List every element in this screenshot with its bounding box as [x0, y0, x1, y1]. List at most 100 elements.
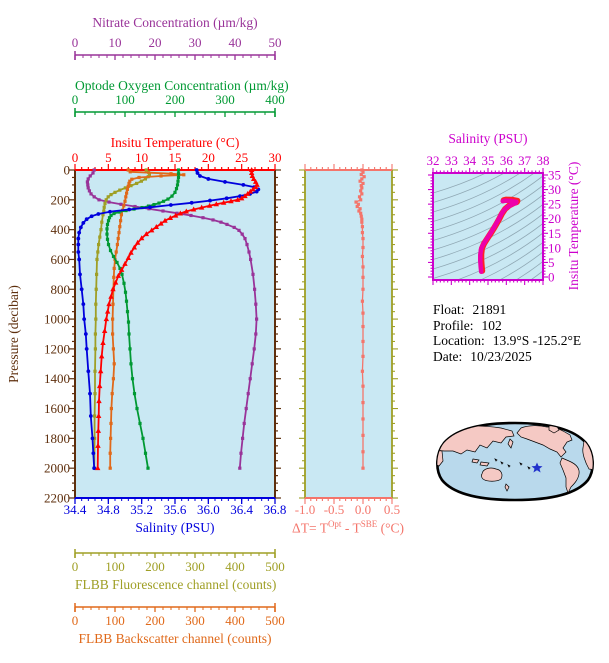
data-marker: [137, 175, 141, 180]
data-marker: [129, 362, 133, 366]
data-marker: [355, 204, 359, 209]
data-marker: [224, 196, 229, 201]
data-marker: [252, 347, 256, 351]
data-marker: [84, 347, 89, 351]
data-marker: [107, 200, 111, 204]
data-marker: [135, 406, 139, 411]
data-marker: [110, 392, 114, 396]
data-marker: [361, 433, 365, 437]
ts-salinity-tick-label: 35: [482, 153, 495, 168]
data-marker: [148, 205, 152, 210]
data-marker: [242, 421, 246, 426]
pressure-tick-label: 1200: [44, 341, 70, 356]
isopycnal-contour: [433, 173, 487, 194]
data-marker: [361, 339, 365, 344]
data-marker: [108, 293, 114, 299]
fluorescence-tick-label: 100: [105, 559, 125, 574]
data-marker: [359, 172, 363, 177]
data-marker: [360, 231, 365, 235]
data-marker: [241, 183, 246, 187]
data-marker: [124, 299, 129, 303]
data-marker: [175, 211, 179, 215]
data-marker: [105, 222, 110, 227]
data-marker: [105, 237, 110, 241]
data-marker: [167, 215, 174, 221]
data-marker: [93, 436, 97, 440]
data-marker: [194, 168, 199, 172]
data-marker: [77, 257, 82, 262]
data-marker: [250, 186, 256, 192]
isopycnal-contour: [529, 270, 543, 280]
float-info-line: Location: 13.9°S -125.2°E: [433, 333, 581, 349]
delta-t-axis-title: ΔT= TOpt - TSBE (°C): [278, 519, 418, 537]
ts-salinity-axis-title: Salinity (PSU): [448, 131, 528, 146]
pressure-tick-label: 2200: [44, 491, 70, 506]
data-marker: [97, 198, 101, 202]
data-marker: [115, 272, 122, 278]
temperature-tick-label: 20: [202, 150, 215, 165]
data-marker: [122, 260, 128, 266]
data-marker: [177, 210, 184, 216]
data-marker: [108, 248, 113, 253]
delta-t-label-part: ΔT= T: [292, 520, 328, 536]
data-marker: [109, 193, 113, 197]
data-marker: [115, 260, 119, 265]
ts-temperature-tick-label: 30: [548, 182, 561, 197]
float-value: 21891: [472, 302, 507, 317]
data-marker: [359, 184, 363, 188]
data-marker: [223, 180, 227, 184]
isopycnal-contour: [498, 251, 543, 280]
fluorescence-tick-label: 200: [145, 559, 165, 574]
data-marker: [234, 196, 241, 202]
data-marker: [176, 175, 181, 180]
data-marker: [123, 290, 128, 294]
data-marker: [361, 170, 365, 174]
data-marker: [110, 286, 116, 292]
data-marker: [242, 193, 248, 199]
data-marker: [109, 421, 113, 426]
data-marker: [127, 332, 131, 336]
data-marker: [361, 384, 365, 388]
data-marker: [361, 400, 365, 405]
data-marker: [95, 257, 99, 262]
data-marker: [206, 202, 213, 208]
oxygen-curve: [106, 169, 180, 470]
data-marker: [118, 266, 125, 272]
data-marker: [84, 217, 89, 222]
fluorescence-tick-label: 400: [225, 559, 245, 574]
data-marker: [159, 174, 163, 178]
data-marker: [88, 391, 92, 396]
isopycnal-contour: [515, 261, 543, 280]
data-marker: [252, 184, 259, 190]
fluorescence-tick-label: 500: [265, 559, 285, 574]
data-marker: [132, 392, 137, 396]
data-marker: [115, 242, 119, 247]
data-marker: [361, 275, 365, 279]
data-marker: [361, 324, 365, 329]
salinity-tick-label: 36.8: [264, 502, 287, 517]
data-marker: [111, 347, 115, 351]
data-marker: [195, 171, 200, 175]
data-marker: [358, 179, 362, 183]
data-marker: [93, 347, 97, 351]
data-marker: [247, 188, 254, 194]
temperature-tick-label: 5: [105, 150, 112, 165]
ts-salinity-tick-label: 32: [427, 153, 440, 168]
data-marker: [109, 406, 113, 411]
ts-temperature-tick-label: 0: [548, 270, 555, 285]
data-marker: [95, 427, 102, 433]
data-marker: [111, 317, 115, 321]
data-marker: [126, 184, 130, 188]
data-marker: [89, 214, 94, 219]
oxygen-tick-label: 200: [165, 92, 185, 107]
data-marker: [125, 191, 129, 195]
oxygen-tick-label: 0: [72, 92, 79, 107]
data-marker: [122, 281, 126, 285]
profile-label: Profile:: [433, 317, 474, 333]
data-marker: [104, 308, 111, 314]
data-marker: [108, 209, 112, 214]
backscatter-tick-label: 200: [145, 613, 165, 628]
data-marker: [240, 232, 244, 236]
data-marker: [94, 317, 98, 321]
